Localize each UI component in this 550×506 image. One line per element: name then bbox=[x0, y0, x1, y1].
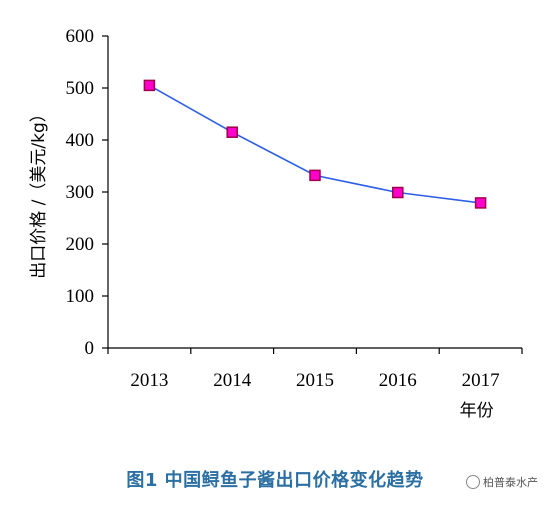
y-tick-label: 100 bbox=[66, 286, 95, 307]
y-axis-title: 出口价格 /（美元/kg） bbox=[29, 105, 49, 279]
y-tick-label: 200 bbox=[66, 234, 95, 255]
y-tick-label: 600 bbox=[66, 26, 95, 47]
data-point-marker bbox=[226, 126, 238, 138]
watermark-text: 柏普泰水产 bbox=[483, 476, 538, 489]
x-tick-label: 2015 bbox=[296, 370, 334, 391]
x-tick-label: 2013 bbox=[130, 370, 168, 391]
y-tick-label: 300 bbox=[66, 182, 95, 203]
chart-canvas: 0 100 200 300 400 500 600 2013 2014 2015 2016 2017 出… bbox=[29, 26, 523, 421]
y-tick-label: 0 bbox=[85, 338, 95, 359]
series-line bbox=[149, 84, 481, 204]
data-point-marker bbox=[143, 79, 156, 92]
x-tick-label: 2017 bbox=[462, 370, 500, 391]
figure-caption: 图1 中国鲟鱼子酱出口价格变化趋势 bbox=[126, 470, 424, 491]
data-point-marker bbox=[309, 169, 321, 182]
x-tick-label: 2014 bbox=[213, 370, 252, 391]
y-tick-label: 500 bbox=[66, 78, 95, 99]
x-tick-label: 2016 bbox=[379, 370, 417, 391]
y-tick-label: 400 bbox=[66, 130, 95, 151]
watermark: 柏普泰水产 bbox=[466, 474, 538, 490]
data-point-marker bbox=[392, 186, 404, 199]
wechat-icon bbox=[466, 475, 480, 489]
data-point-marker bbox=[474, 197, 487, 209]
x-axis-title: 年份 bbox=[460, 401, 494, 421]
